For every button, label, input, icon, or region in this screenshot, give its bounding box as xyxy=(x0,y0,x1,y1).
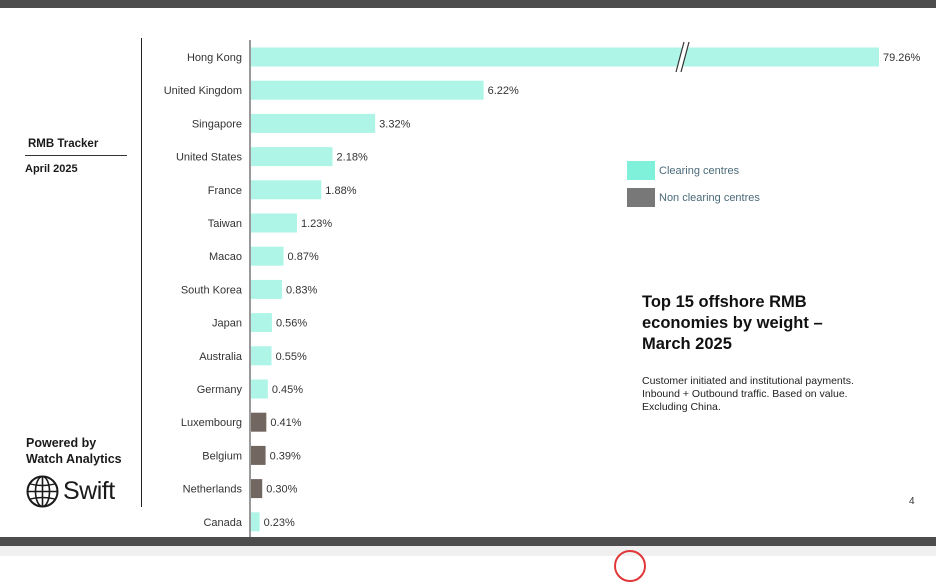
bar-united-kingdom xyxy=(251,80,484,100)
category-label: Belgium xyxy=(202,450,242,462)
category-label: United States xyxy=(176,152,243,164)
value-label: 1.88% xyxy=(325,185,356,197)
bar-taiwan xyxy=(251,213,298,233)
value-label: 0.23% xyxy=(264,517,295,529)
sidebar-divider xyxy=(141,38,142,507)
legend-swatch-non-clearing xyxy=(627,188,655,207)
bar-canada xyxy=(251,512,260,532)
category-label: Luxembourg xyxy=(181,417,242,429)
category-label: France xyxy=(208,185,242,197)
category-label: Japan xyxy=(212,318,242,330)
bar-belgium xyxy=(251,445,266,465)
bottom-frame-bar xyxy=(0,537,936,546)
value-label: 0.41% xyxy=(270,417,301,429)
tracker-date: April 2025 xyxy=(25,163,78,175)
category-label: United Kingdom xyxy=(164,85,242,97)
value-label: 3.32% xyxy=(379,118,410,130)
value-label: 1.23% xyxy=(301,218,332,230)
bottom-strip xyxy=(0,546,936,556)
value-label: 0.39% xyxy=(270,450,301,462)
bar-japan xyxy=(251,313,272,333)
bar-chart: Hong Kong 79.26% United Kingdom 6.22% Singap… xyxy=(164,40,921,538)
bar-france xyxy=(251,180,322,200)
category-label: Macao xyxy=(209,251,242,263)
bar-netherlands xyxy=(251,479,263,499)
top-frame-bar xyxy=(0,0,936,8)
chart-subtitle: Customer initiated and institutional pay… xyxy=(642,375,854,413)
powered-by-text: Powered by Watch Analytics xyxy=(26,435,122,467)
chart-title: Top 15 offshore RMB economies by weight … xyxy=(642,293,823,353)
value-label: 2.18% xyxy=(337,152,368,164)
axis-break-mark xyxy=(675,41,685,73)
value-label: 0.55% xyxy=(276,351,307,363)
category-label: Canada xyxy=(203,517,242,529)
category-label: Netherlands xyxy=(183,484,243,496)
category-label: Singapore xyxy=(192,118,242,130)
bar-germany xyxy=(251,379,268,399)
axis-break-gap xyxy=(676,42,689,72)
legend-swatch-clearing xyxy=(627,161,655,180)
swift-logo: Swift xyxy=(26,474,115,508)
page-number: 4 xyxy=(909,496,915,507)
tracker-title: RMB Tracker xyxy=(28,138,99,150)
swift-wordmark: Swift xyxy=(63,476,115,505)
category-label: South Korea xyxy=(181,284,243,296)
category-label: Australia xyxy=(199,351,243,363)
legend-item-clearing: Clearing centres xyxy=(627,161,739,180)
tracker-underline xyxy=(25,155,127,156)
legend-label-non-clearing: Non clearing centres xyxy=(659,191,760,204)
value-label: 0.56% xyxy=(276,318,307,330)
value-label: 6.22% xyxy=(488,85,519,97)
value-label: 0.45% xyxy=(272,384,303,396)
category-label: Taiwan xyxy=(208,218,242,230)
bar-singapore xyxy=(251,113,376,133)
watch-analytics-line: Watch Analytics xyxy=(26,452,122,466)
category-label: Germany xyxy=(197,384,243,396)
value-label: 0.30% xyxy=(266,484,297,496)
value-label: 0.87% xyxy=(288,251,319,263)
value-label: 79.26% xyxy=(883,52,921,64)
bar-south-korea xyxy=(251,279,283,299)
legend-label-clearing: Clearing centres xyxy=(659,164,740,177)
bar-australia xyxy=(251,346,272,366)
bar-hong-kong xyxy=(251,47,879,67)
globe-icon xyxy=(26,475,59,507)
axis-break-mark xyxy=(680,41,690,73)
red-circle-icon xyxy=(614,550,646,582)
bar-luxembourg xyxy=(251,412,267,432)
value-label: 0.83% xyxy=(286,284,317,296)
category-label: Hong Kong xyxy=(187,52,242,64)
bar-united-states xyxy=(251,147,333,167)
legend-item-non-clearing: Non clearing centres xyxy=(627,188,760,207)
powered-by-line: Powered by xyxy=(26,436,97,450)
bar-macao xyxy=(251,246,284,266)
